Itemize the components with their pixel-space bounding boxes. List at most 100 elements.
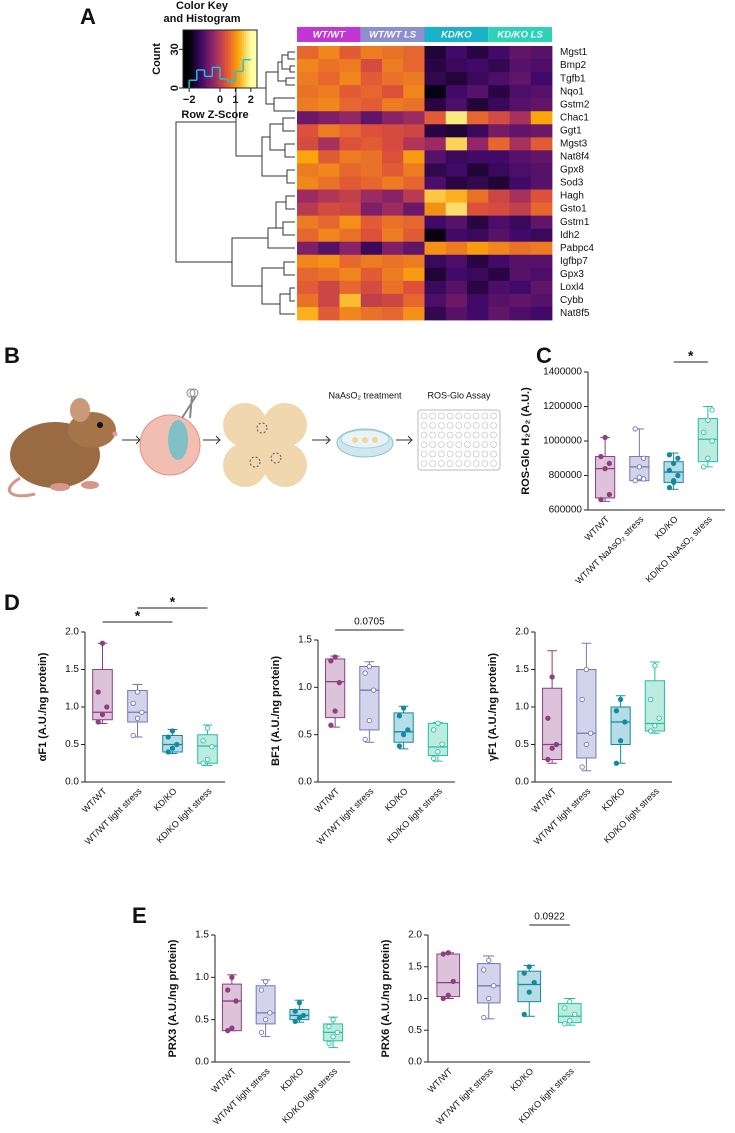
heat-cell [339,280,362,295]
heat-cell [509,293,532,308]
heat-cell [360,124,383,138]
colorbar [207,30,210,88]
heat-cell [467,293,489,308]
well [481,412,489,420]
heat-cell [445,267,468,282]
well [490,422,497,429]
data-point [165,749,171,755]
data-point [549,674,555,680]
x-tick-label: KD/KO [383,786,410,813]
heat-cell [530,267,553,282]
heat-cell [488,215,510,230]
heat-cell [382,72,404,86]
data-point [572,1011,578,1018]
data-point [617,696,624,703]
data-point [99,711,106,718]
data-point [562,1005,568,1011]
heat-cell [445,189,468,203]
heat-cell [339,163,362,177]
data-point [670,479,677,486]
well [429,450,437,458]
well [481,450,489,458]
heat-cell [530,241,553,256]
heat-cell [467,59,489,73]
colorbar [218,30,221,88]
colorbar [184,30,187,88]
heat-cell [297,163,319,177]
data-point [545,715,551,721]
data-point [622,719,628,725]
well [472,431,480,439]
well [420,412,428,420]
heat-cell [403,215,425,230]
heat-cell [509,111,532,125]
data-point [366,717,373,724]
x-tick-label: KD/KO NaAsO₂ stress [644,514,715,585]
data-point [95,719,101,725]
group-label: KD/KO LS [497,30,543,41]
data-point [666,452,673,458]
y-tick-label: 0.5 [65,739,79,750]
heat-cell [509,85,532,99]
heat-cell [382,228,404,243]
heat-cell [488,176,510,190]
data-point [292,1008,298,1014]
well [490,460,497,467]
box [595,456,616,499]
heat-cell [360,111,383,125]
heat-cell [297,176,319,190]
data-point [396,713,403,719]
heat-cell [403,189,425,203]
row-label: Nat8f5 [560,308,590,319]
y-tick-label: 1200000 [543,401,582,412]
well [446,450,454,458]
y-tick-label: 0.0 [195,1057,209,1068]
heat-cell [403,241,425,256]
x-tick-label: WT/WT [80,786,109,815]
data-point [209,744,215,750]
heat-cell [509,254,532,269]
heat-cell [445,72,468,86]
heat-cell [488,137,510,151]
heat-cell [403,85,425,99]
heat-cell [360,59,383,73]
heat-cell [339,176,362,190]
y-axis-label: γF1 (A.U./ng protein) [487,653,499,762]
heat-cell [488,85,510,99]
y-tick-label: 1.0 [515,702,529,713]
well [420,431,428,439]
data-point [613,760,620,766]
y-tick-label: 1.5 [515,664,529,675]
data-point [583,741,590,748]
x-tick-label: −2 [183,94,196,106]
heat-cell [318,98,340,112]
data-point [435,749,441,755]
data-point [652,663,658,669]
x-tick-label: KD/KO [600,786,627,813]
data-point [531,979,537,986]
box [162,735,183,753]
y-tick-label: 2.0 [408,930,422,941]
heat-cell [488,59,510,73]
data-point [134,715,141,721]
y-tick-label: 1.5 [408,961,422,972]
heat-cell [530,280,553,295]
y-tick-label: 1.0 [65,702,79,713]
y-axis-label: BF1 (A.U./ng protein) [270,656,282,766]
colorbar [236,30,239,88]
data-point [328,722,334,728]
data-point [636,474,643,480]
data-point [445,950,451,956]
heat-cell [403,293,425,308]
heat-cell [424,202,447,217]
heat-cell [445,137,468,151]
well [455,450,463,458]
colorbar [216,30,219,88]
well [481,431,489,439]
box [476,963,501,1004]
heat-cell [530,46,553,60]
well [490,441,497,448]
y-axis-label: PRX6 (A.U./ng protein) [380,939,392,1057]
data-point [648,728,654,734]
data-point [200,738,206,744]
